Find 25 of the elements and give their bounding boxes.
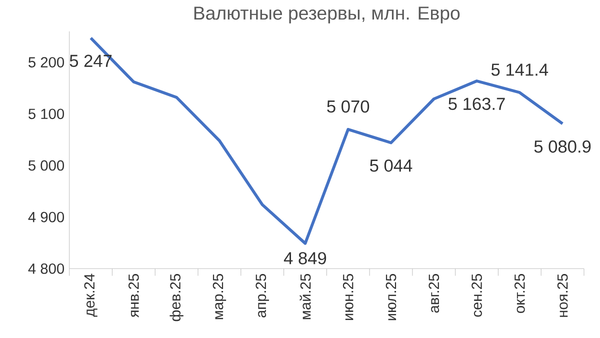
x-tick-label: апр.25 [256,274,269,318]
x-tick-label: июл.25 [386,274,396,320]
x-tick-label: фев.25 [170,274,184,322]
data-label: 5 080.9 [534,140,591,153]
x-tick-label: окт.25 [514,274,525,313]
y-tick-label: 5 200 [28,57,64,68]
data-label: 4 849 [284,252,326,264]
y-tick-label: 4 800 [28,263,64,274]
x-tick-label: мар.25 [212,274,226,320]
x-tick-label: июн.25 [342,274,354,320]
x-tick-label: янв.25 [128,274,139,318]
data-label: 5 070 [327,100,370,113]
x-tick-label: дек.24 [84,274,98,317]
chart-title: Валютные резервы, млн. Евро [194,6,460,24]
x-tick-label: сен.25 [472,274,482,317]
x-tick-label: ноя.25 [557,274,568,317]
y-tick-label: 5 100 [28,108,64,120]
data-label: 5 163.7 [448,98,505,110]
y-tick-label: 5 000 [28,160,64,171]
x-tick-label: авг.25 [428,274,440,313]
y-tick-label: 4 900 [28,212,64,222]
data-label: 5 141.4 [491,64,548,76]
x-tick-label: май.25 [300,274,311,320]
data-label: 5 044 [370,159,412,172]
data-label: 5 247 [70,54,112,68]
